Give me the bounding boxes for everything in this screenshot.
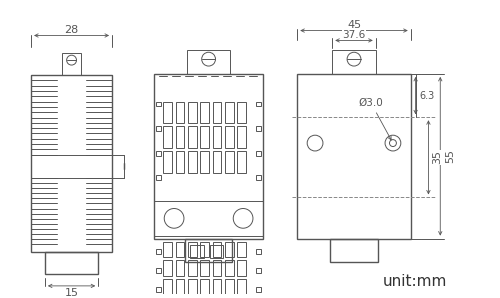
Bar (163, 260, 172, 276)
Bar (188, 279, 197, 295)
Bar (163, 102, 172, 123)
Text: unit:mm: unit:mm (383, 274, 448, 289)
Bar (212, 102, 222, 123)
Bar (237, 260, 246, 276)
Bar (188, 126, 197, 148)
Bar (176, 102, 184, 123)
Bar (225, 279, 234, 295)
Bar (188, 241, 197, 257)
Bar (210, 246, 224, 258)
Bar (163, 151, 172, 173)
Bar (212, 151, 222, 173)
Bar (156, 249, 162, 254)
Bar (163, 126, 172, 148)
Bar (330, 239, 378, 262)
Bar (256, 126, 261, 131)
Bar (256, 249, 261, 254)
Bar (176, 151, 184, 173)
Bar (163, 279, 172, 295)
Bar (31, 75, 112, 252)
Bar (237, 102, 246, 123)
Bar (237, 241, 246, 257)
Bar (200, 151, 209, 173)
Bar (225, 151, 234, 173)
Bar (187, 50, 230, 74)
Bar (225, 260, 234, 276)
Text: 45: 45 (347, 20, 361, 30)
Bar (225, 241, 234, 257)
Bar (256, 102, 261, 106)
Bar (212, 260, 222, 276)
Bar (163, 241, 172, 257)
Bar (190, 246, 203, 258)
Bar (200, 126, 209, 148)
Bar (332, 50, 376, 74)
Bar (200, 241, 209, 257)
Bar (156, 176, 162, 180)
Bar (256, 151, 261, 156)
Bar (176, 126, 184, 148)
Bar (256, 287, 261, 292)
Bar (156, 126, 162, 131)
Text: 35: 35 (432, 150, 442, 164)
Bar (156, 268, 162, 273)
Bar (200, 279, 209, 295)
Text: 55: 55 (445, 149, 455, 163)
Bar (176, 260, 184, 276)
Bar (154, 74, 263, 239)
Bar (237, 151, 246, 173)
Bar (212, 126, 222, 148)
Bar (176, 279, 184, 295)
Bar (256, 176, 261, 180)
Bar (212, 241, 222, 257)
Bar (188, 102, 197, 123)
Bar (156, 151, 162, 156)
Bar (188, 151, 197, 173)
Bar (237, 279, 246, 295)
Bar (156, 287, 162, 292)
Bar (237, 126, 246, 148)
Text: 37.6: 37.6 (342, 30, 365, 40)
Bar (156, 102, 162, 106)
Bar (225, 102, 234, 123)
Bar (225, 126, 234, 148)
Bar (200, 260, 209, 276)
Text: 28: 28 (64, 24, 78, 35)
Text: Ø3.0: Ø3.0 (358, 98, 391, 140)
Bar (185, 239, 232, 262)
Bar (62, 53, 82, 75)
Bar (200, 102, 209, 123)
Bar (212, 279, 222, 295)
Text: 15: 15 (64, 288, 78, 298)
Text: 6.3: 6.3 (420, 91, 435, 101)
Bar (298, 74, 410, 239)
Bar (176, 241, 184, 257)
Bar (256, 268, 261, 273)
Bar (188, 260, 197, 276)
Bar (45, 252, 98, 274)
